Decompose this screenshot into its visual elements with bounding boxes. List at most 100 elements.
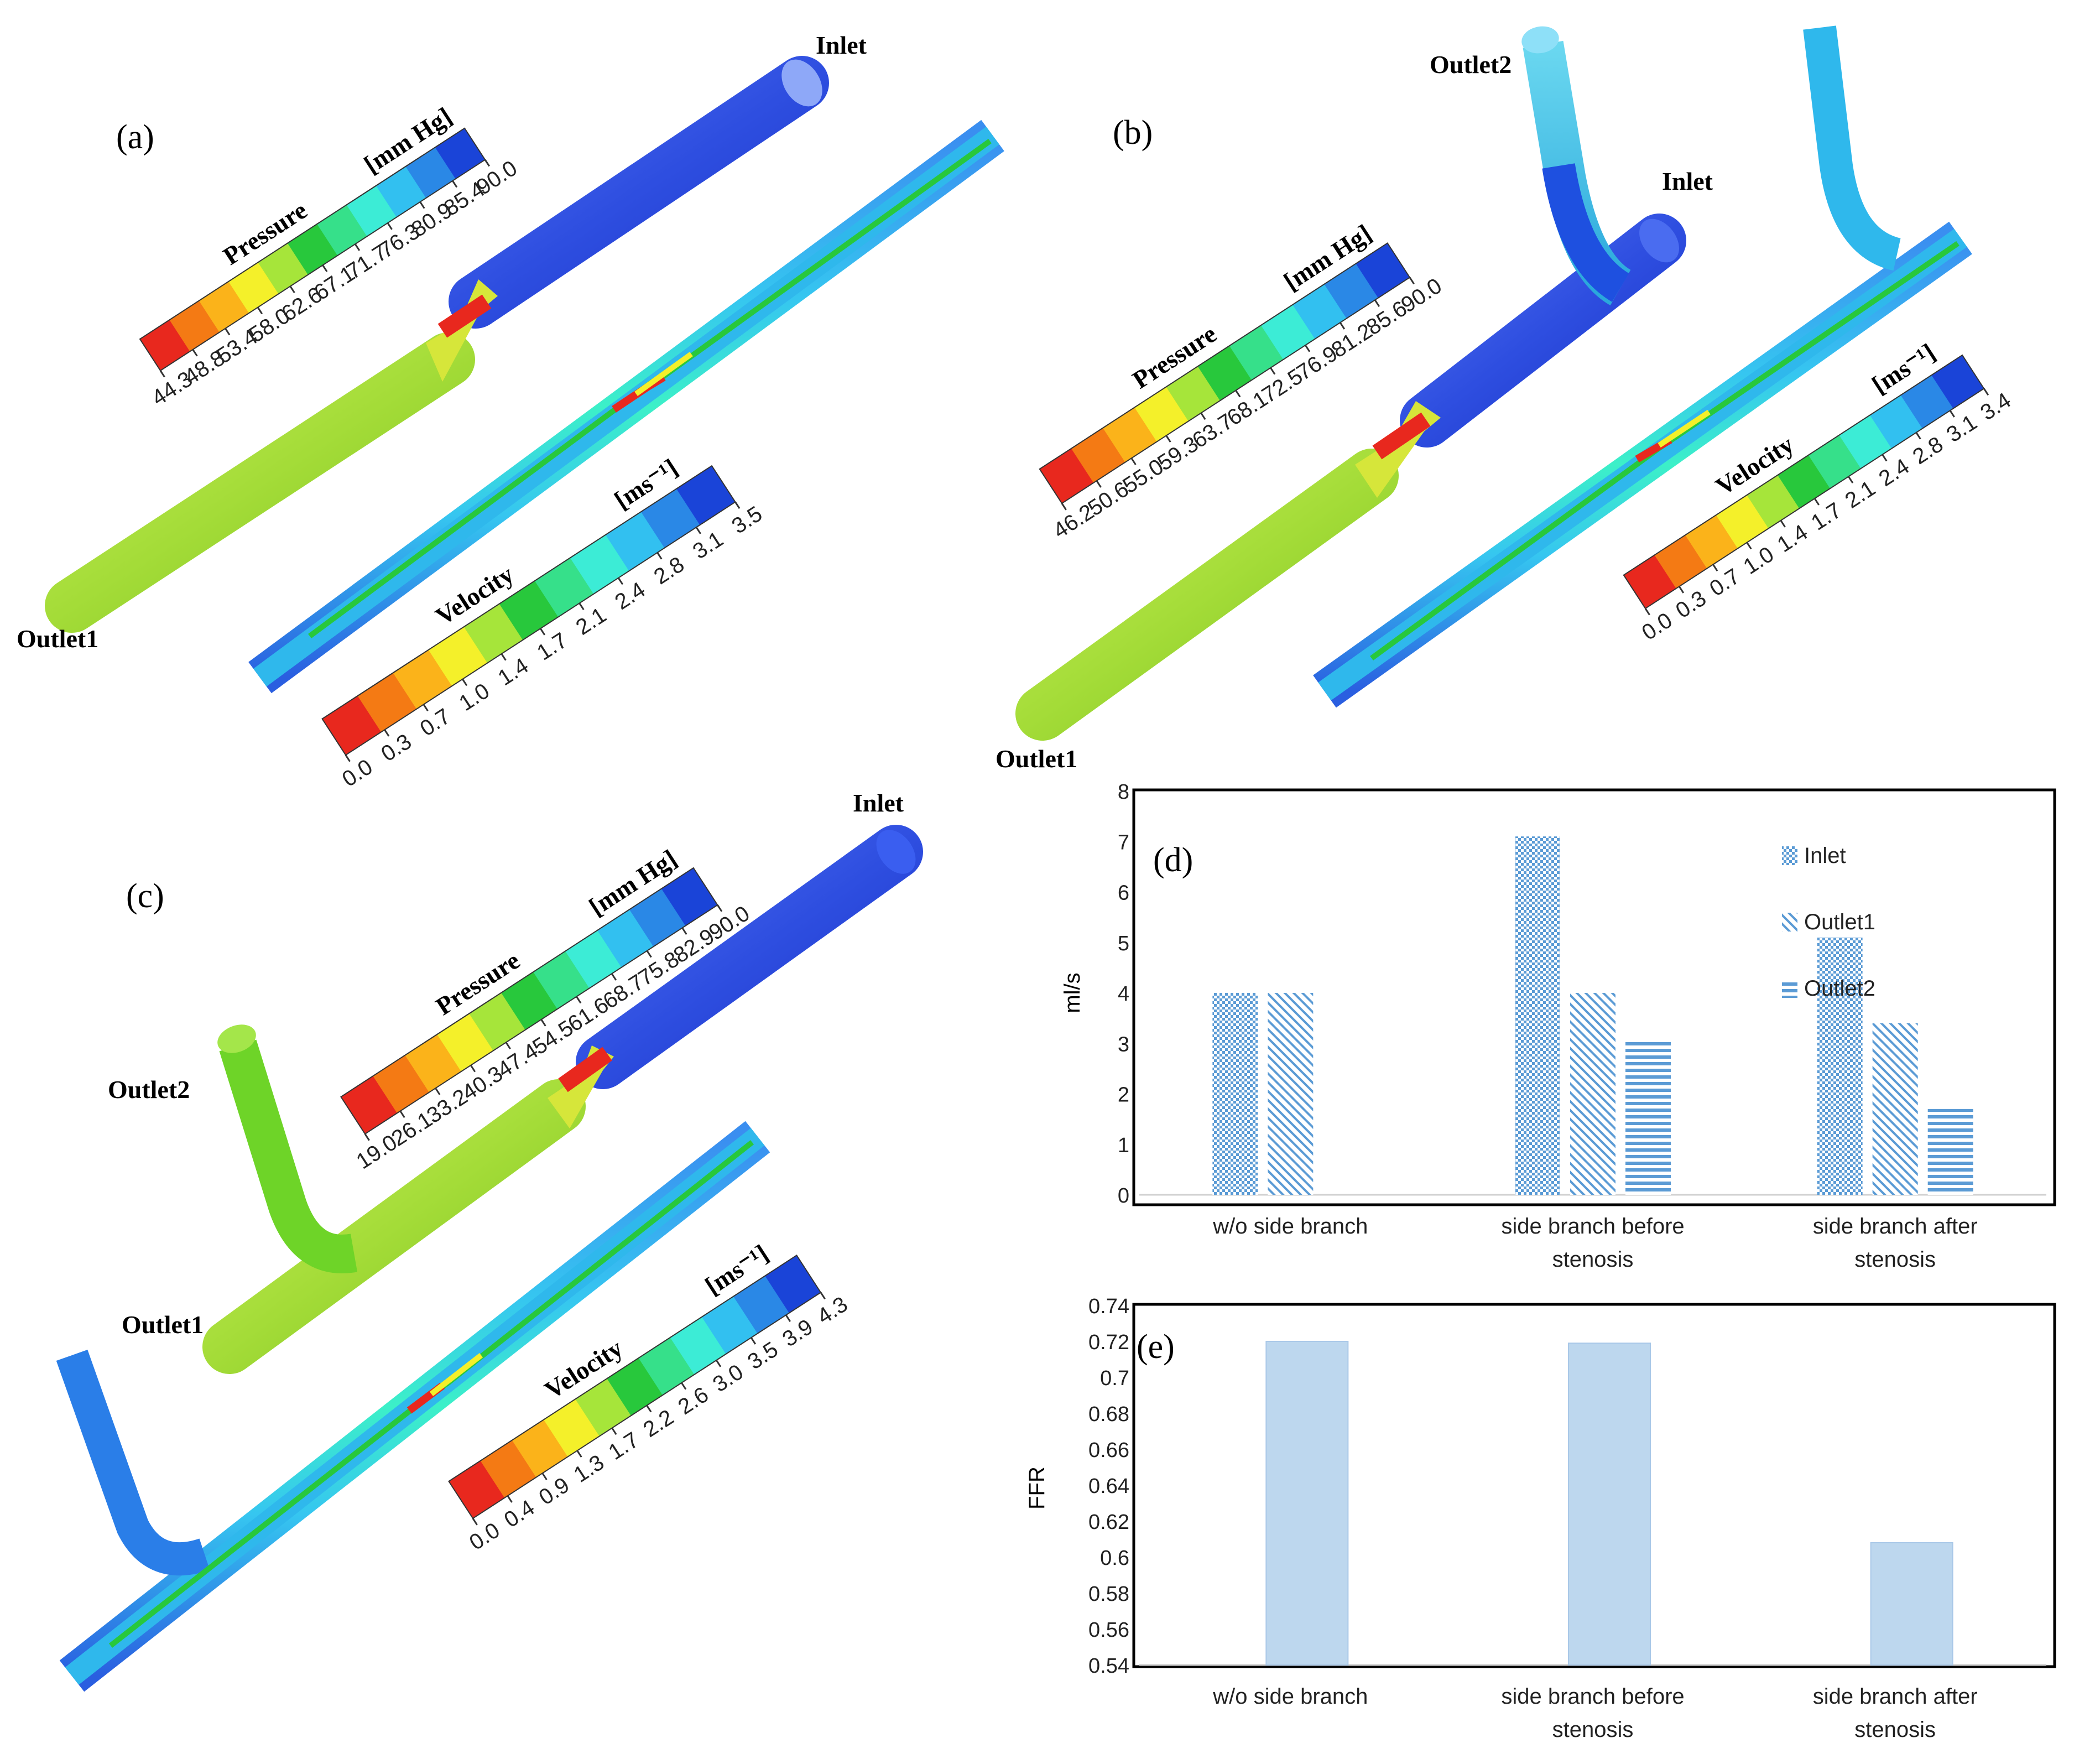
colorbar-segment <box>661 867 718 926</box>
colorbar-segment <box>597 909 654 967</box>
colorbar-tick-label: 1.0 <box>1739 542 1779 579</box>
colorbar-tick <box>257 306 263 315</box>
colorbar-tick <box>576 996 582 1004</box>
colorbar-tick <box>1949 410 1955 418</box>
colorbar-segment <box>480 1440 536 1498</box>
colorbar-tick-label: 1.0 <box>455 679 494 716</box>
colorbar-segment <box>463 603 523 663</box>
panel-d-x-labels: w/o side branch side branch before stenosi… <box>1212 1214 1977 1272</box>
colorbar-tick-label: 3.1 <box>689 527 728 564</box>
panel-b-outlet1-label: Outlet1 <box>996 745 1077 773</box>
colorbar-segment <box>499 580 559 641</box>
colorbar-tick <box>399 1110 405 1118</box>
colorbar-tick <box>611 973 617 981</box>
colorbar-tick <box>505 1042 511 1049</box>
panel-c: (c) Inlet Outlet2 Outlet1 19.026.133.240… <box>56 789 923 1692</box>
colorbar-segment <box>605 511 665 571</box>
y-tick-label: 6 <box>1118 882 1129 905</box>
colorbar-segment <box>199 281 249 332</box>
x-tick-label: stenosis <box>1552 1247 1634 1272</box>
colorbar-tick <box>387 222 393 230</box>
bar-outlet2-2 <box>1625 1040 1671 1195</box>
colorbar-tick <box>1882 454 1888 462</box>
colorbar-tick <box>1678 586 1685 594</box>
panel-d-label: (d) <box>1153 841 1193 879</box>
colorbar-tick-label: 3.5 <box>743 1337 783 1374</box>
bar-outlet1-1 <box>1268 993 1314 1195</box>
x-tick-label: stenosis <box>1854 1247 1936 1272</box>
colorbar-segment <box>638 1337 695 1396</box>
x-tick-label: stenosis <box>1854 1718 1936 1742</box>
colorbar-segment <box>449 1460 505 1518</box>
panel-a-inlet-label: Inlet <box>816 31 867 59</box>
colorbar-segment <box>341 1076 398 1134</box>
colorbar-tick <box>364 1133 370 1141</box>
x-tick-label: w/o side branch <box>1212 1214 1368 1239</box>
colorbar-tick-label: 1.4 <box>1773 520 1812 557</box>
colorbar-segment <box>428 626 488 686</box>
colorbar-tick <box>579 602 585 611</box>
colorbar-tick <box>1848 476 1854 484</box>
colorbar-tick <box>717 904 723 912</box>
colorbar-tick <box>1305 345 1311 352</box>
colorbar-tick <box>159 370 165 378</box>
colorbar-tick <box>1746 542 1752 550</box>
legend-label-inlet: Inlet <box>1804 844 1846 868</box>
x-tick-label: side branch before <box>1501 1684 1684 1709</box>
colorbar-tick <box>501 653 507 661</box>
x-tick-label: side branch after <box>1813 1214 1978 1239</box>
colorbar-tick-label: 1.7 <box>1807 498 1846 535</box>
colorbar-tick <box>1200 412 1206 420</box>
colorbar-tick <box>539 628 546 636</box>
colorbar-tick <box>1339 322 1346 330</box>
colorbar-segment <box>512 1419 568 1477</box>
colorbar-segment <box>570 534 629 594</box>
colorbar-segment <box>670 1317 726 1375</box>
colorbar-tick <box>472 1518 478 1526</box>
panel-c-inlet-label: Inlet <box>853 789 904 817</box>
colorbar-tick-label: 2.8 <box>650 552 689 589</box>
colorbar-segment <box>733 1276 790 1334</box>
colorbar-tick <box>354 243 361 251</box>
colorbar-tick <box>750 1337 757 1345</box>
colorbar-segment <box>629 888 686 947</box>
colorbar-tick <box>646 950 652 958</box>
colorbar-tick <box>1096 480 1102 488</box>
panel-e-x-labels: w/o side branch side branch before stenosi… <box>1212 1684 1977 1742</box>
colorbar-segment <box>373 1055 430 1113</box>
panel-e-ffr-chart: (e) FFR 0.54 0.56 0.58 0.6 0.62 0.64 0.66 0.68 0… <box>1025 1295 2056 1742</box>
colorbar-tick <box>470 1065 476 1073</box>
y-tick-label: 0.62 <box>1088 1511 1129 1534</box>
colorbar-tick <box>1915 432 1921 440</box>
panel-c-pressure-model <box>202 825 923 1374</box>
y-tick-label: 0 <box>1118 1184 1129 1208</box>
colorbar-tick <box>1644 608 1650 616</box>
colorbar-segment <box>765 1255 821 1313</box>
x-tick-label: w/o side branch <box>1212 1684 1368 1709</box>
colorbar-tick-label: 0.7 <box>416 704 455 741</box>
colorbar-tick <box>452 180 458 188</box>
x-tick-label: side branch before <box>1501 1214 1684 1239</box>
colorbar-tick <box>192 349 198 357</box>
colorbar-segment <box>405 147 456 199</box>
colorbar-tick <box>716 1360 722 1367</box>
y-tick-label: 3 <box>1118 1033 1129 1056</box>
panel-c-label: (c) <box>126 877 164 915</box>
colorbar-tick <box>384 729 390 737</box>
panel-a-label: (a) <box>116 118 154 156</box>
panel-b-inlet-label: Inlet <box>1662 167 1713 195</box>
panel-a: (a) Inlet Outlet1 44.348.853.458.062.667… <box>17 31 1004 792</box>
panel-e-bars <box>1265 1341 1953 1666</box>
bar-outlet1-2 <box>1570 993 1615 1195</box>
panel-a-velocity-model <box>248 119 1004 694</box>
colorbar-segment <box>575 1378 632 1437</box>
colorbar-segment <box>357 673 417 732</box>
panel-d-bars <box>1212 836 1973 1195</box>
colorbar-segment <box>533 951 590 1010</box>
y-tick-label: 4 <box>1118 982 1129 1006</box>
legend-swatch-outlet1 <box>1782 913 1797 932</box>
bar-ffr-2 <box>1568 1342 1651 1666</box>
panel-b-pressure-model <box>1015 26 1686 741</box>
colorbar-border <box>448 1255 822 1520</box>
colorbar-segment <box>393 649 452 709</box>
